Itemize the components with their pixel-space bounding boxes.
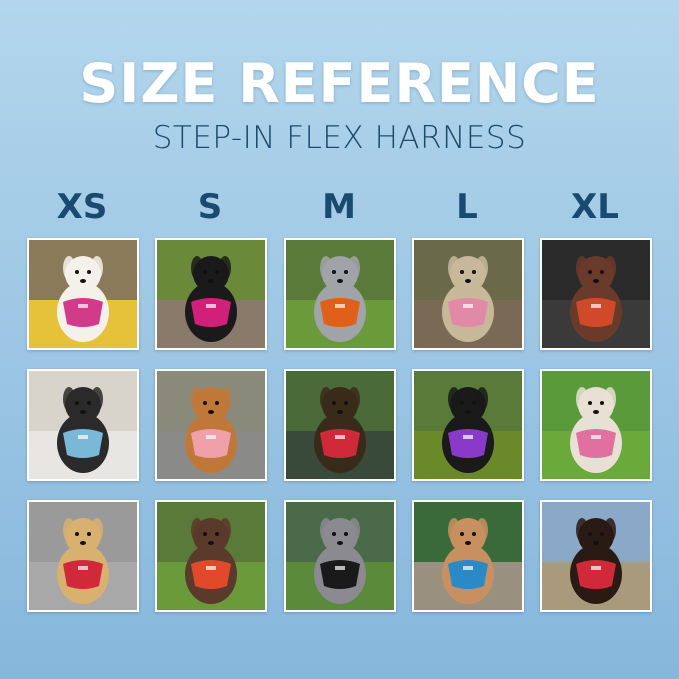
size-label-m: M [322, 187, 356, 227]
size-label-s: S [197, 187, 223, 227]
dog-photo-l-2 [412, 369, 524, 481]
dog-photo-xl-1 [540, 238, 652, 350]
page-subtitle: STEP-IN FLEX HARNESS [152, 120, 527, 156]
dog-photo-xs-3 [27, 500, 139, 612]
dog-photo-l-1 [412, 238, 524, 350]
dog-photo-xl-3 [540, 500, 652, 612]
size-label-xl: XL [571, 187, 619, 227]
dog-photo-s-2 [155, 369, 267, 481]
dog-photo-m-2 [284, 369, 396, 481]
dog-photo-m-3 [284, 500, 396, 612]
dog-photo-xl-2 [540, 369, 652, 481]
dog-photo-s-3 [155, 500, 267, 612]
page-title: SIZE REFERENCE [79, 52, 600, 115]
size-label-xs: XS [56, 187, 108, 227]
size-label-l: L [456, 187, 478, 227]
dog-photo-m-1 [284, 238, 396, 350]
dog-photo-s-1 [155, 238, 267, 350]
dog-photo-l-3 [412, 500, 524, 612]
dog-photo-xs-1 [27, 238, 139, 350]
dog-photo-xs-2 [27, 369, 139, 481]
